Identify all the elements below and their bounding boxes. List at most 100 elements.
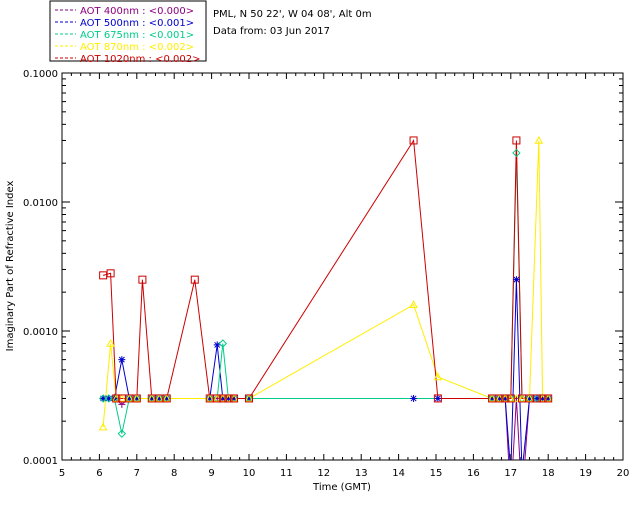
marker-triangle: [409, 300, 418, 308]
x-tick-label: 10: [243, 468, 256, 479]
marker-asterisk: [410, 394, 418, 402]
marker-asterisk: [539, 394, 547, 402]
marker-asterisk: [488, 394, 496, 402]
marker-asterisk: [526, 394, 533, 402]
marker-square: [532, 394, 541, 403]
marker-asterisk: [163, 394, 171, 402]
marker-square: [106, 269, 115, 278]
marker-triangle: [132, 393, 142, 402]
marker-asterisk: [245, 394, 253, 402]
marker-triangle: [147, 393, 157, 402]
x-tick-label: 14: [392, 468, 405, 479]
marker-triangle: [534, 135, 544, 144]
marker-diamond: [98, 394, 108, 403]
marker-square: [132, 394, 141, 403]
marker-asterisk: [434, 394, 442, 402]
x-tick-label: 15: [430, 468, 443, 479]
marker-asterisk: [133, 394, 141, 402]
y-axis-label: Imaginary Part of Refractive Index: [5, 181, 16, 352]
series-lines: [102, 139, 549, 460]
x-tick-label: 6: [96, 468, 102, 479]
marker-triangle: [487, 393, 497, 402]
marker-diamond: [104, 394, 113, 403]
marker-square: [190, 275, 199, 284]
marker-asterisk: [544, 394, 552, 402]
marker-asterisk: [148, 394, 156, 402]
marker-diamond: [218, 339, 228, 348]
marker-triangle: [98, 422, 108, 431]
marker-square: [112, 394, 121, 403]
marker-square: [544, 394, 553, 403]
marker-asterisk: [230, 394, 238, 402]
y-tick-label: 0.0100: [23, 198, 58, 209]
x-tick-label: 12: [317, 468, 330, 479]
marker-square: [506, 394, 515, 403]
site-label: PML, N 50 22', W 04 08', Alt 0m: [213, 9, 372, 20]
marker-triangle: [525, 393, 534, 402]
marker-triangle: [162, 393, 172, 402]
marker-square: [138, 275, 147, 284]
x-tick-label: 17: [504, 468, 517, 479]
marker-triangle: [124, 393, 134, 402]
legend-entry: AOT 500nm : <0.001>: [80, 18, 194, 29]
marker-asterisk: [105, 394, 113, 402]
marker-square: [245, 394, 253, 403]
marker-asterisk: [219, 394, 227, 402]
x-tick-label: 18: [542, 468, 555, 479]
x-tick-label: 19: [579, 468, 592, 479]
marker-asterisk: [213, 341, 221, 349]
marker-asterisk: [496, 394, 504, 402]
marker-asterisk: [206, 394, 214, 402]
marker-diamond: [512, 148, 521, 158]
x-tick-label: 5: [59, 468, 65, 479]
marker-asterisk: [99, 394, 107, 402]
x-tick-label: 8: [171, 468, 177, 479]
marker-triangle: [154, 393, 164, 402]
x-tick-label: 20: [617, 468, 630, 479]
site-info: PML, N 50 22', W 04 08', Alt 0m Data fro…: [213, 9, 372, 37]
marker-diamond: [117, 429, 127, 438]
y-tick-label: 0.0001: [23, 456, 58, 467]
marker-triangle: [433, 372, 443, 381]
marker-asterisk: [501, 394, 509, 402]
x-tick-label: 7: [134, 468, 140, 479]
marker-asterisk: [155, 394, 163, 402]
marker-triangle: [106, 338, 115, 347]
x-tick-label: 16: [467, 468, 480, 479]
marker-square: [230, 394, 239, 403]
legend: AOT 400nm : <0.000>AOT 500nm : <0.001>AO…: [49, 0, 207, 65]
marker-square: [162, 394, 171, 403]
marker-square: [433, 394, 442, 403]
marker-asterisk: [118, 356, 126, 364]
marker-asterisk: [512, 276, 520, 284]
marker-square: [409, 136, 418, 145]
legend-entry: AOT 870nm : <0.002>: [80, 42, 194, 53]
marker-square: [512, 136, 521, 145]
plot-area: [61, 72, 624, 461]
legend-box: [49, 0, 207, 62]
marker-triangle: [517, 393, 527, 402]
marker-square: [224, 394, 233, 403]
legend-entry: AOT 400nm : <0.000>: [80, 6, 194, 17]
date-label: Data from: 03 Jun 2017: [213, 26, 330, 37]
x-tick-label: 13: [355, 468, 368, 479]
marker-square: [218, 394, 227, 403]
y-tick-label: 0.1000: [23, 69, 58, 80]
legend-entry: AOT 675nm : <0.001>: [80, 30, 194, 41]
legend-entry: AOT 1020nm : <0.002>: [80, 54, 200, 65]
marker-triangle: [244, 393, 254, 402]
x-axis-label: Time (GMT): [312, 482, 371, 493]
series-line-1: [103, 279, 549, 460]
series-markers: [98, 135, 553, 438]
marker-triangle: [205, 393, 215, 402]
x-axis: 5 6 7 8 9 10 11 12 13 14 15 16 17 18 19 20: [59, 73, 630, 479]
series-line-2: [103, 152, 549, 434]
marker-square: [501, 394, 510, 403]
marker-square: [495, 394, 504, 403]
marker-asterisk: [533, 394, 541, 402]
marker-square: [213, 394, 222, 403]
marker-asterisk: [224, 394, 232, 402]
y-tick-label: 0.0010: [23, 327, 58, 338]
series-line-4: [102, 139, 549, 399]
